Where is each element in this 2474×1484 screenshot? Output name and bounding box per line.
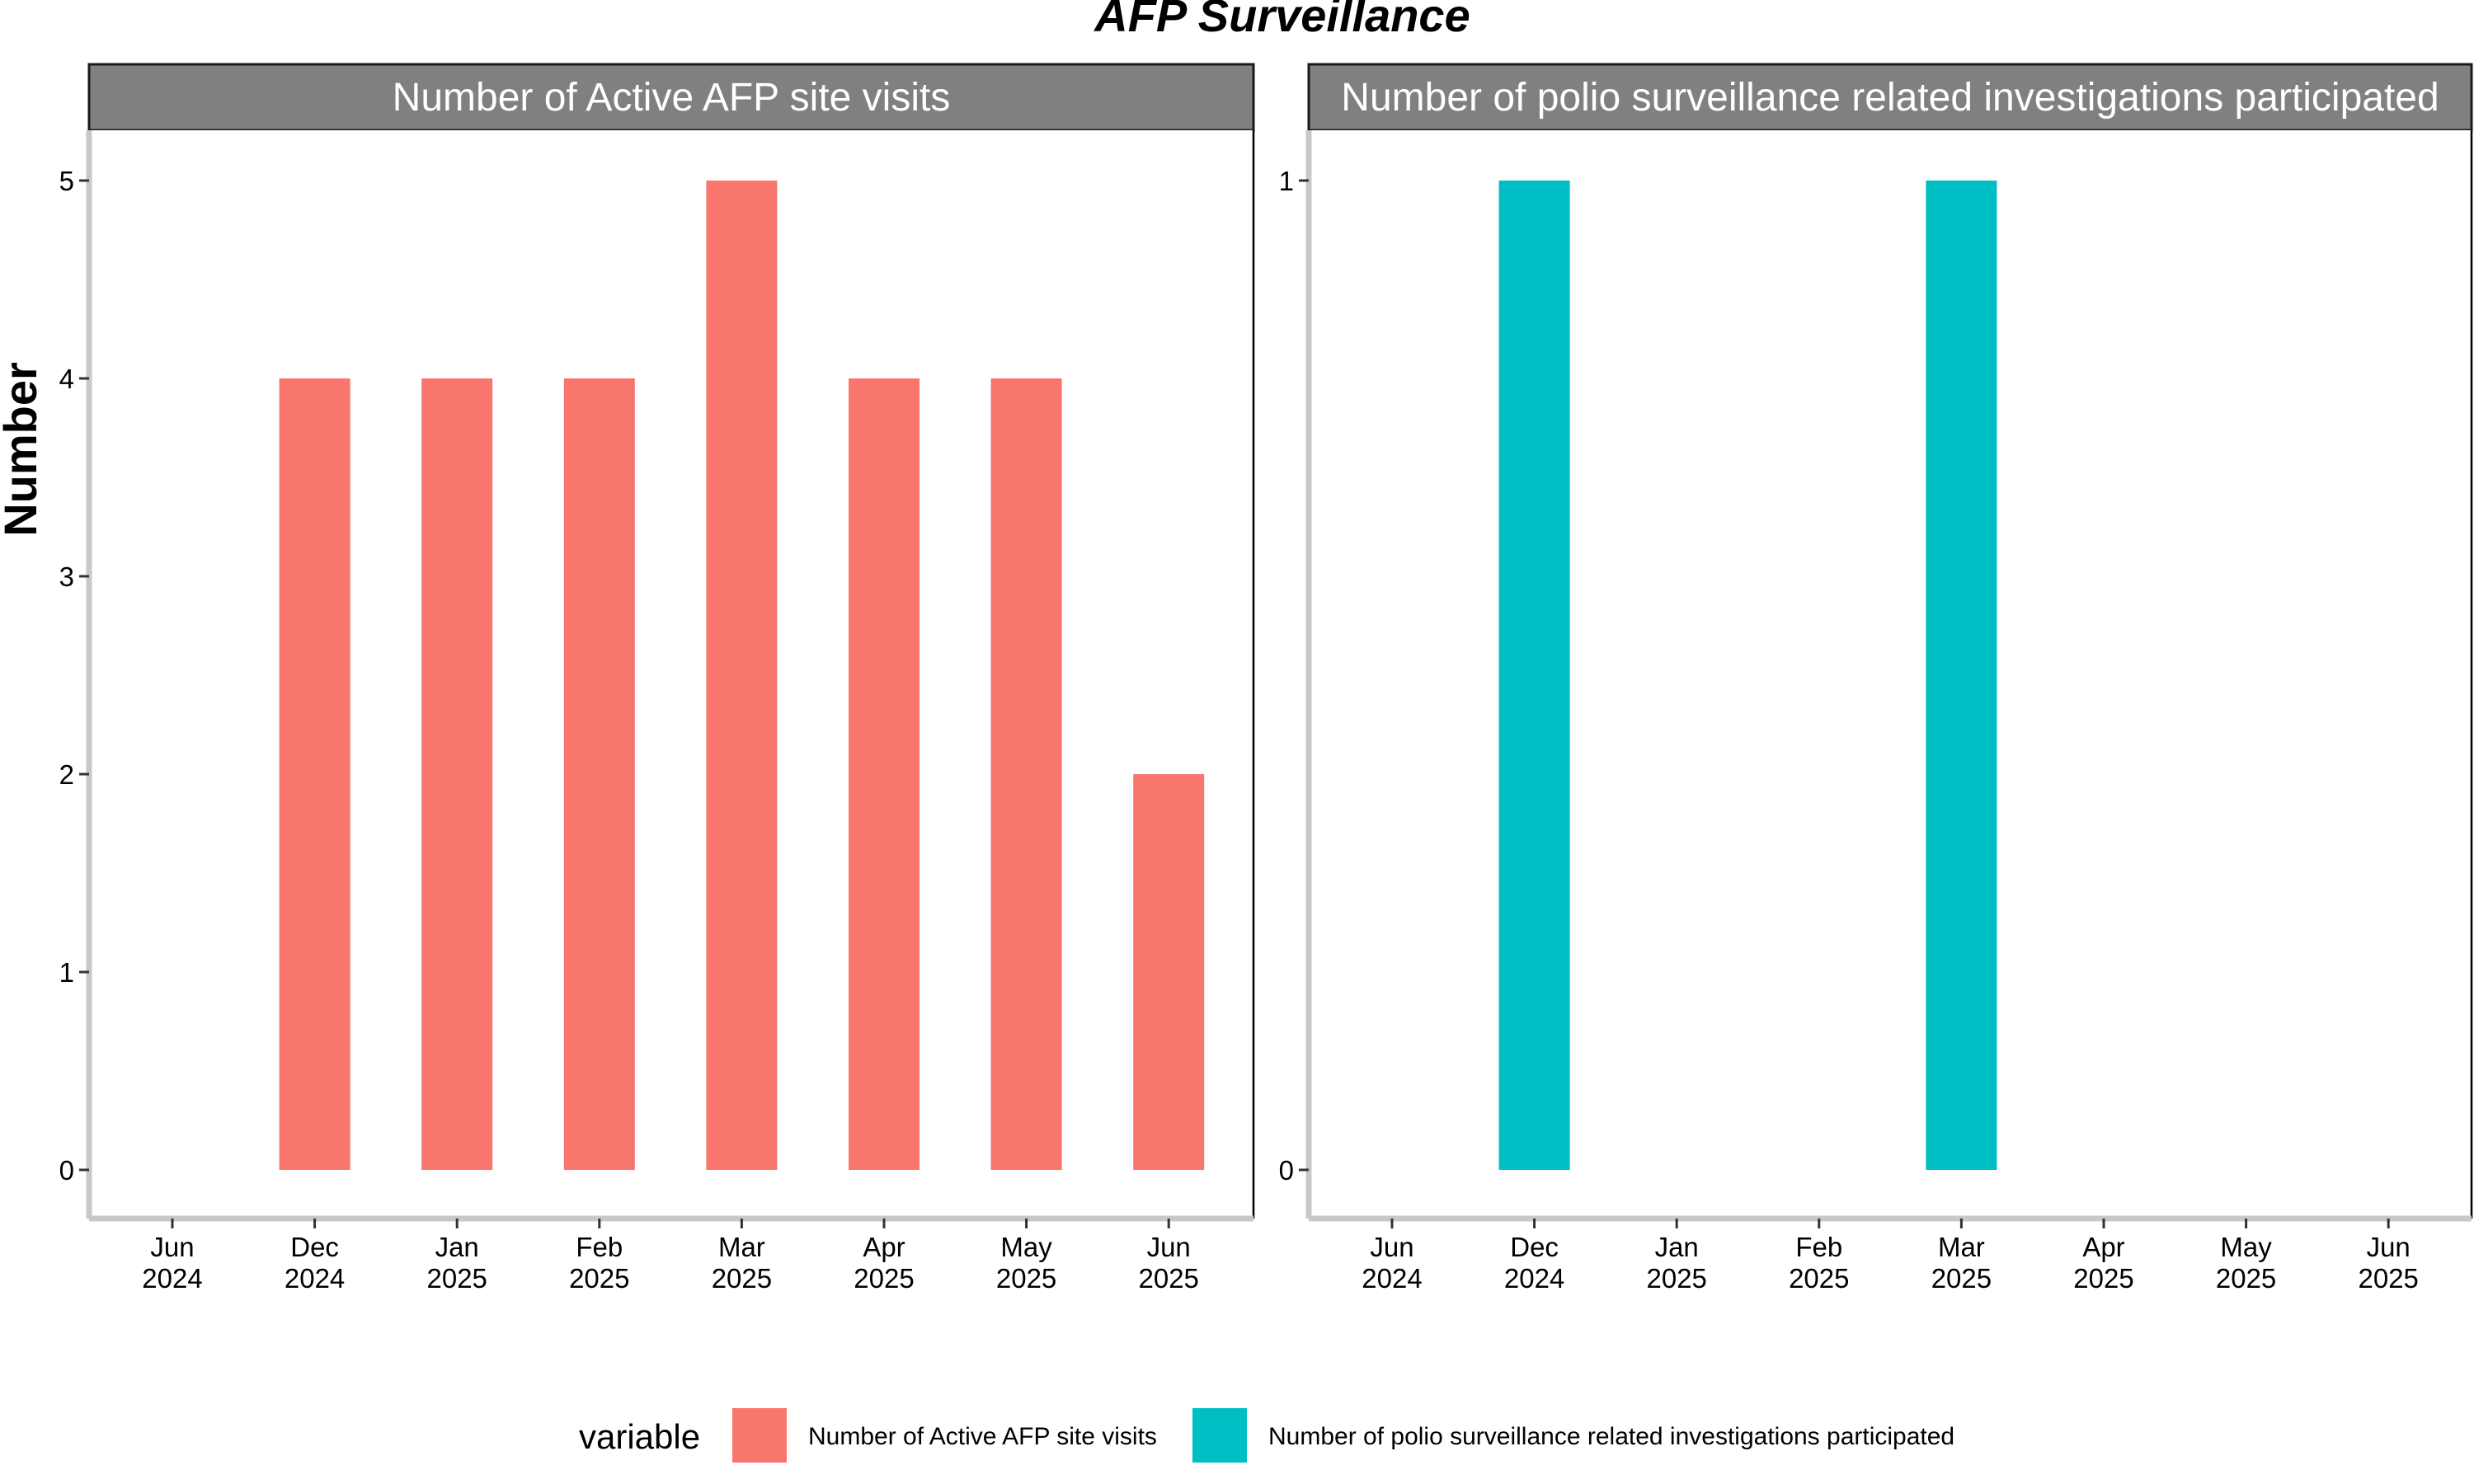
x-tick-label: Jun 2025	[1138, 1232, 1198, 1294]
legend-item-label: Number of polio surveillance related inv…	[1268, 1423, 1954, 1450]
x-tick-label: Mar 2025	[712, 1232, 772, 1294]
bar-mar-2025	[1926, 181, 1997, 1170]
legend: variable Number of Active AFP site visit…	[579, 1408, 1954, 1463]
bar-mar-2025	[706, 181, 778, 1170]
x-tick-label: Mar 2025	[1931, 1232, 1992, 1294]
x-tick-label: Apr 2025	[854, 1232, 914, 1294]
facet-panel-1: Number of Active AFP site visits 0 1 2 3 4 5 Ju…	[59, 63, 1255, 1294]
x-tick-label: Jan 2025	[426, 1232, 487, 1294]
bar-jan-2025	[421, 378, 493, 1170]
y-tick-label: 4	[59, 364, 74, 394]
bar-dec-2024	[279, 378, 350, 1170]
panel-background	[1309, 130, 2472, 1219]
x-tick-label: Dec 2024	[285, 1232, 345, 1294]
y-tick-label: 0	[1279, 1155, 1294, 1186]
legend-key-1	[732, 1408, 787, 1463]
x-tick-label: Jun 2024	[142, 1232, 202, 1294]
bar-jun-2025	[1133, 774, 1205, 1170]
facet-strip	[1307, 63, 2473, 132]
facet-panels: Number of Active AFP site visits 0 1 2 3 4 5 Ju…	[59, 63, 2473, 1294]
bar-apr-2025	[849, 378, 920, 1170]
x-tick-label: Jan 2025	[1646, 1232, 1706, 1294]
bar-may-2025	[990, 378, 1062, 1170]
x-tick-label: May 2025	[2216, 1232, 2276, 1294]
facet-strip-title: Number of polio surveillance related inv…	[1341, 76, 2439, 120]
facet-strip-title: Number of Active AFP site visits	[393, 76, 951, 120]
bar-dec-2024	[1498, 181, 1570, 1170]
facet-panel-2: Number of polio surveillance related inv…	[1279, 63, 2473, 1294]
y-tick-label: 1	[1279, 166, 1294, 196]
legend-item-label: Number of Active AFP site visits	[808, 1423, 1157, 1450]
x-tick-label: May 2025	[996, 1232, 1056, 1294]
y-tick-label: 1	[59, 957, 74, 988]
y-tick-label: 3	[59, 561, 74, 592]
panel-background	[89, 130, 1253, 1219]
x-tick-label: Dec 2024	[1504, 1232, 1564, 1294]
chart-title: AFP Surveillance	[1093, 0, 1470, 41]
x-tick-label: Feb 2025	[569, 1232, 629, 1294]
legend-key-2	[1192, 1408, 1247, 1463]
y-tick-label: 2	[59, 759, 74, 790]
y-tick-label: 5	[59, 166, 74, 196]
y-axis-label: Number	[0, 362, 46, 537]
y-tick-label: 0	[59, 1155, 74, 1186]
x-tick-label: Apr 2025	[2073, 1232, 2133, 1294]
x-tick-label: Jun 2024	[1362, 1232, 1422, 1294]
facet-strip	[87, 63, 1255, 132]
x-tick-label: Feb 2025	[1789, 1232, 1849, 1294]
x-tick-label: Jun 2025	[2358, 1232, 2418, 1294]
bar-feb-2025	[563, 378, 635, 1170]
legend-title: variable	[579, 1417, 700, 1456]
